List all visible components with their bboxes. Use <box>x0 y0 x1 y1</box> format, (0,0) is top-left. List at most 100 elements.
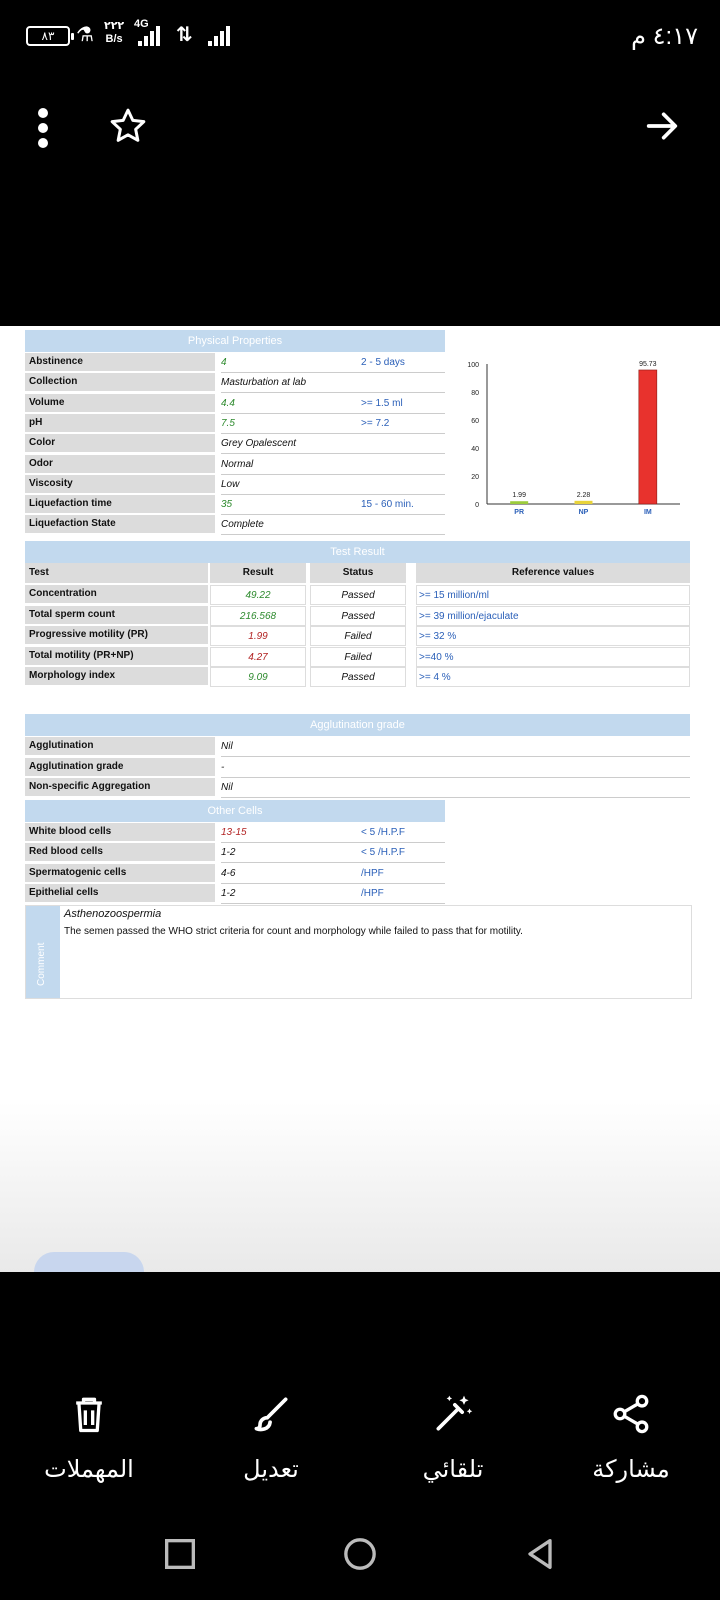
physical-row: Odor Normal <box>25 454 445 475</box>
physical-reference: >= 1.5 ml <box>361 394 445 414</box>
physical-value: 7.5 <box>221 414 361 434</box>
trash-button[interactable]: المهملات <box>14 1392 164 1484</box>
physical-reference: >= 7.2 <box>361 414 445 434</box>
navigation-bar <box>0 1530 720 1580</box>
fab-shadow <box>34 1252 144 1272</box>
auto-label: تلقائي <box>422 1456 484 1483</box>
physical-row: Liquefaction State Complete <box>25 515 445 536</box>
test-reference: >= 32 % <box>416 626 690 646</box>
brush-icon <box>254 1397 288 1432</box>
other-cells-reference: < 5 /H.P.F <box>361 843 445 864</box>
test-result-header: Test Result <box>25 541 690 563</box>
share-icon <box>613 1394 649 1434</box>
test-name: Progressive motility (PR) <box>25 626 208 644</box>
test-name: Total motility (PR+NP) <box>25 646 208 665</box>
other-cells-reference: /HPF <box>361 864 445 884</box>
comment-title: Asthenozoospermia <box>64 908 162 920</box>
test-status: Passed <box>310 667 406 687</box>
network-type: 4G <box>134 18 149 30</box>
y-tick-label: 100 <box>467 362 479 369</box>
other-cells-label: Red blood cells <box>25 843 215 862</box>
motility-chart: 0 20 40 60 80 100 1.99 PR 2.28 NP 95.73 IM <box>467 361 680 516</box>
test-reference: >= 4 % <box>416 667 690 687</box>
chart-bar <box>574 500 593 504</box>
physical-label: pH <box>25 413 215 432</box>
physical-reference <box>361 455 445 475</box>
more-vert-icon[interactable] <box>36 108 50 148</box>
y-tick-label: 40 <box>471 446 479 453</box>
bar-value-label: 1.99 <box>512 492 526 499</box>
other-cells-label: Epithelial cells <box>25 883 215 902</box>
test-result-value: 49.22 <box>210 585 306 605</box>
share-label: مشاركة <box>592 1456 670 1483</box>
agglutination-value: - <box>221 758 690 778</box>
agglutination-value: Nil <box>221 778 690 798</box>
edit-button[interactable]: تعديل <box>196 1392 346 1484</box>
other-cells-row: Epithelial cells 1-2/HPF <box>25 883 445 904</box>
physical-label: Liquefaction time <box>25 495 215 514</box>
battery-icon: ٨٣ <box>26 26 74 46</box>
col-status: Status <box>310 563 406 583</box>
other-cells-value: 1-2 <box>221 884 361 904</box>
physical-label: Color <box>25 434 215 453</box>
y-tick-label: 0 <box>475 502 479 509</box>
bar-value-label: 95.73 <box>639 361 657 368</box>
physical-value: 4 <box>221 353 361 373</box>
share-button[interactable]: مشاركة <box>556 1392 706 1484</box>
other-cells-reference: < 5 /H.P.F <box>361 823 445 843</box>
test-reference: >=40 % <box>416 646 690 667</box>
edit-label: تعديل <box>243 1456 299 1483</box>
physical-label: Volume <box>25 393 215 412</box>
auto-button[interactable]: تلقائي <box>378 1392 528 1484</box>
other-cells-row: Red blood cells 1-2 < 5 /H.P.F <box>25 843 445 864</box>
signal-icon <box>138 24 160 46</box>
report-image[interactable]: Physical Properties Abstinence 4 2 - 5 day… <box>0 326 720 1102</box>
other-cells-reference: /HPF <box>361 884 445 904</box>
arrow-forward-icon[interactable] <box>642 106 682 146</box>
physical-reference <box>361 434 445 455</box>
physical-reference: 15 - 60 min. <box>361 495 445 516</box>
chart-bar <box>510 501 529 504</box>
test-name: Total sperm count <box>25 605 208 624</box>
recent-apps-icon[interactable] <box>160 1534 200 1574</box>
lab-flask-icon: ⚗ <box>76 24 94 46</box>
other-cells-value: 4-6 <box>221 864 361 884</box>
x-category-label: IM <box>644 509 652 516</box>
signal-icon-2 <box>208 24 230 46</box>
physical-reference <box>361 475 445 495</box>
test-result-value: 4.27 <box>210 646 306 667</box>
trash-icon <box>76 1397 102 1433</box>
star-outline-icon[interactable] <box>108 106 148 146</box>
y-tick-label: 80 <box>471 390 479 397</box>
status-bar: ٨٣ ⚗ ٢٢٢ B/s 4G ⇅ ٤:١٧ م <box>0 0 720 70</box>
physical-value: Complete <box>221 515 361 536</box>
agglutination-row: Non-specific Aggregation Nil <box>25 778 690 798</box>
test-name: Concentration <box>25 585 208 603</box>
test-name: Morphology index <box>25 667 208 685</box>
other-cells-value: 13-15 <box>221 823 361 843</box>
agglutination-value: Nil <box>221 737 690 757</box>
physical-row: Color Grey Opalescent <box>25 434 445 455</box>
physical-row: Collection Masturbation at lab <box>25 373 445 394</box>
agglutination-row: Agglutination grade - <box>25 757 690 778</box>
other-cells-header: Other Cells <box>25 800 445 822</box>
physical-reference <box>361 515 445 536</box>
comment-side-label: Comment <box>26 906 60 998</box>
clock: ٤:١٧ م <box>631 23 698 50</box>
x-category-label: NP <box>579 509 589 516</box>
physical-row: pH 7.5 >= 7.2 <box>25 413 445 434</box>
test-reference: >= 15 million/ml <box>416 585 690 605</box>
physical-properties-header: Physical Properties <box>25 330 445 352</box>
home-icon[interactable] <box>340 1534 380 1574</box>
physical-reference: 2 - 5 days <box>361 353 445 373</box>
physical-reference <box>361 373 445 394</box>
physical-value: 35 <box>221 495 361 516</box>
physical-row: Liquefaction time 35 15 - 60 min. <box>25 495 445 516</box>
physical-row: Abstinence 4 2 - 5 days <box>25 353 445 373</box>
network-speed: ٢٢٢ B/s <box>104 20 125 45</box>
bottom-actions: المهملات تعديل تلقائي مشاركة <box>0 1392 720 1492</box>
other-cells-label: Spermatogenic cells <box>25 863 215 882</box>
back-icon[interactable] <box>520 1534 560 1574</box>
col-result: Result <box>210 563 306 583</box>
physical-label: Abstinence <box>25 353 215 371</box>
